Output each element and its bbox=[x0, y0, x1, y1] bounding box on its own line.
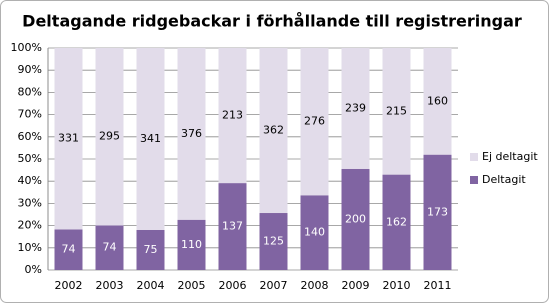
bar-segment bbox=[218, 183, 247, 270]
bar-segment bbox=[54, 229, 83, 270]
legend-label: Deltagit bbox=[482, 173, 526, 186]
bar-segment bbox=[54, 48, 83, 230]
data-label: 160 bbox=[427, 94, 448, 107]
bar-segment bbox=[423, 48, 452, 155]
data-label: 173 bbox=[427, 205, 448, 218]
bar-segment bbox=[341, 48, 370, 169]
y-tick-label: 30% bbox=[18, 196, 42, 209]
legend-swatch bbox=[470, 153, 478, 161]
y-tick-label: 50% bbox=[18, 152, 42, 165]
bar-segment bbox=[177, 48, 206, 220]
bar-segment bbox=[95, 48, 124, 226]
bar-segment bbox=[259, 48, 288, 214]
legend-swatch bbox=[470, 176, 478, 184]
bar-segment bbox=[259, 213, 288, 270]
y-tick-label: 60% bbox=[18, 130, 42, 143]
data-label: 74 bbox=[62, 243, 76, 256]
y-tick-label: 90% bbox=[18, 63, 42, 76]
data-label: 75 bbox=[144, 243, 158, 256]
data-label: 295 bbox=[99, 130, 120, 143]
y-tick-label: 100% bbox=[11, 41, 42, 54]
chart-title: Deltagande ridgebackar i förhållande til… bbox=[22, 12, 522, 31]
legend-label: Ej deltagit bbox=[482, 150, 538, 163]
bar-segment bbox=[177, 219, 206, 270]
x-tick-label: 2009 bbox=[342, 279, 370, 292]
y-tick-label: 80% bbox=[18, 85, 42, 98]
y-tick-label: 0% bbox=[25, 263, 42, 276]
bar-segment bbox=[95, 225, 124, 270]
data-label: 162 bbox=[386, 215, 407, 228]
bar-segment bbox=[300, 48, 329, 196]
x-tick-label: 2008 bbox=[301, 279, 329, 292]
y-tick-label: 40% bbox=[18, 174, 42, 187]
data-label: 125 bbox=[263, 235, 284, 248]
data-label: 215 bbox=[386, 104, 407, 117]
x-tick-label: 2007 bbox=[260, 279, 288, 292]
bar-segment bbox=[136, 48, 165, 230]
x-tick-label: 2010 bbox=[383, 279, 411, 292]
x-tick-label: 2005 bbox=[178, 279, 206, 292]
data-label: 276 bbox=[304, 115, 325, 128]
bar-segment bbox=[136, 229, 165, 270]
x-tick-label: 2011 bbox=[424, 279, 452, 292]
data-label: 341 bbox=[140, 132, 161, 145]
y-tick-label: 70% bbox=[18, 108, 42, 121]
y-tick-label: 10% bbox=[18, 241, 42, 254]
data-label: 200 bbox=[345, 212, 366, 225]
data-label: 331 bbox=[58, 132, 79, 145]
bar-segment bbox=[341, 168, 370, 270]
data-label: 140 bbox=[304, 226, 325, 239]
bar-segment bbox=[218, 48, 247, 184]
bar-segment bbox=[423, 154, 452, 270]
data-label: 213 bbox=[222, 109, 243, 122]
bar-segment bbox=[300, 195, 329, 270]
data-label: 376 bbox=[181, 127, 202, 140]
data-label: 362 bbox=[263, 124, 284, 137]
x-tick-label: 2004 bbox=[137, 279, 165, 292]
bar-segment bbox=[382, 48, 411, 175]
x-tick-label: 2006 bbox=[219, 279, 247, 292]
x-tick-label: 2002 bbox=[55, 279, 83, 292]
bar-segment bbox=[382, 174, 411, 270]
data-label: 74 bbox=[103, 241, 117, 254]
data-label: 110 bbox=[181, 238, 202, 251]
x-tick-label: 2003 bbox=[96, 279, 124, 292]
data-label: 239 bbox=[345, 101, 366, 114]
y-tick-label: 20% bbox=[18, 219, 42, 232]
data-label: 137 bbox=[222, 220, 243, 233]
